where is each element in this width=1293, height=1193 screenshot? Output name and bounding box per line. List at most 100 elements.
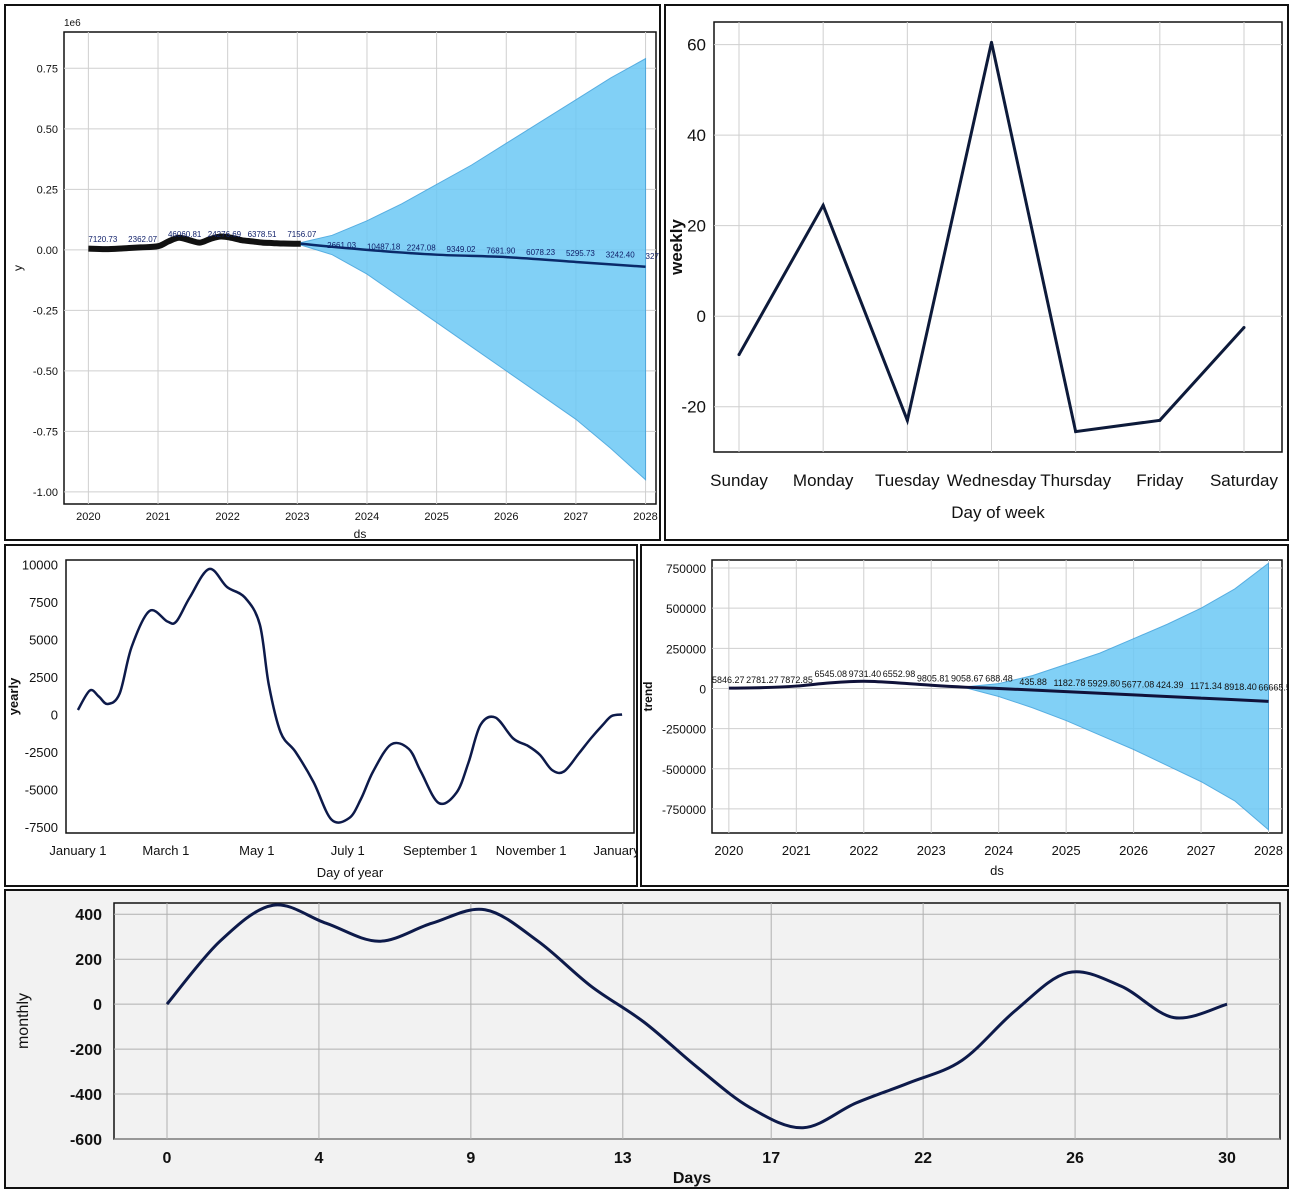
x-tick-label: 2028 (1254, 843, 1283, 858)
x-tick-label: May 1 (239, 843, 274, 858)
x-tick-label: 2023 (917, 843, 946, 858)
x-tick-label: 2028 (633, 511, 657, 523)
x-tick-label: 2021 (782, 843, 811, 858)
y-tick-label: 10000 (22, 558, 58, 573)
forecast-point-label: 9349.02 (447, 245, 476, 254)
y-tick-label: 60 (687, 36, 706, 55)
trend-point-label: 9805.81 (917, 673, 950, 683)
forecast-chart-panel: 2020 2021 2022 2023 2024 2025 2026 2027 2028 0.75… (4, 4, 661, 541)
trend-chart-panel: 2020 2021 2022 2023 2024 2025 2026 2027 2028 7500… (640, 544, 1289, 887)
plot-area (63, 31, 657, 505)
x-tick-label: January 1 (594, 843, 636, 858)
forecast-point-label: 2247.08 (407, 244, 436, 253)
trend-chart: 2020 2021 2022 2023 2024 2025 2026 2027 2028 7500… (642, 559, 1287, 878)
x-tick-label: 2022 (849, 843, 878, 858)
y-axis-label: yearly (6, 677, 21, 715)
plot-area (65, 559, 635, 834)
x-tick-label: 26 (1066, 1150, 1084, 1167)
trend-point-label: 66665.59 (1258, 683, 1287, 693)
x-tick-label: 2024 (984, 843, 1013, 858)
trend-point-label: 6552.98 (883, 669, 916, 679)
weekly-point-sunday (737, 353, 741, 357)
y-axis-label: monthly (15, 993, 32, 1049)
x-axis-label: Day of week (951, 503, 1045, 522)
x-tick-label: 2020 (76, 511, 100, 523)
y-tick-label: -250000 (662, 723, 706, 737)
y-tick-label: 40 (687, 126, 706, 145)
x-tick-label: 0 (163, 1150, 172, 1167)
y-tick-label: -5000 (25, 783, 58, 798)
plot-area (713, 21, 1283, 453)
y-tick-label: 0 (51, 708, 58, 723)
forecast-point-label: 3242.40 (606, 251, 635, 260)
x-tick-label: September 1 (403, 843, 477, 858)
x-tick-label: 2022 (215, 511, 239, 523)
forecast-point-label: 10487.18 (367, 242, 401, 251)
forecast-line (300, 242, 646, 269)
y-tick-label: 500000 (666, 602, 706, 616)
weekly-point-saturday (1242, 326, 1246, 330)
y-tick-label: 0.75 (37, 63, 58, 75)
trend-point-label: 9731.40 (849, 669, 882, 679)
y-tick-label: 0.25 (37, 184, 58, 196)
uncertainty-interval (964, 562, 1270, 831)
forecast-point-label: 6078.23 (526, 248, 555, 257)
y-tick-label: -750000 (662, 803, 706, 817)
forecast-point-label: 46060.81 (168, 230, 202, 239)
x-tick-label: 13 (614, 1150, 632, 1167)
x-tick-label: 2024 (355, 511, 379, 523)
forecast-point-label: 6378.51 (248, 230, 277, 239)
x-tick-label: January 1 (49, 843, 106, 858)
y-tick-label: 7500 (29, 595, 58, 610)
x-tick-label: 9 (466, 1150, 475, 1167)
weekly-point-wednesday (990, 40, 993, 44)
y-tick-label: -7500 (25, 820, 58, 835)
y-tick-label: -0.50 (33, 366, 58, 378)
trend-point-label: 688.48 (985, 673, 1013, 683)
x-axis-label: ds (354, 527, 367, 539)
x-tick-label: 30 (1218, 1150, 1236, 1167)
forecast-point-label: 3277.73 (646, 252, 659, 261)
history-line (88, 233, 301, 253)
weekly-chart: Sunday Monday Tuesday Wednesday Thursday Frid… (667, 21, 1283, 522)
trend-point-label: 5846.27 (712, 675, 745, 685)
y-axis-label: weekly (667, 219, 686, 276)
forecast-point-label: 24276.69 (208, 230, 242, 239)
y-tick-label: -500000 (662, 763, 706, 777)
x-tick-label: Saturday (1210, 471, 1279, 490)
y-tick-label: 5000 (29, 633, 58, 648)
x-tick-label: Wednesday (947, 471, 1037, 490)
y-tick-label: -1.00 (33, 487, 58, 499)
y-tick-label: 200 (75, 952, 102, 969)
x-tick-label: Thursday (1040, 471, 1111, 490)
x-tick-label: 17 (762, 1150, 780, 1167)
trend-point-label: 1182.78 (1053, 678, 1085, 688)
y-tick-label: -400 (70, 1087, 102, 1104)
y-tick-label: 0.00 (37, 245, 58, 257)
y-scale-label: 1e6 (64, 18, 81, 29)
weekly-point-friday (1158, 418, 1162, 422)
trend-point-label: 1171.34 (1190, 681, 1222, 691)
forecast-point-label: 7681.90 (486, 246, 515, 255)
y-axis-label: trend (642, 682, 655, 712)
trend-point-label: 5929.80 (1088, 679, 1121, 689)
y-tick-label: 0.50 (37, 124, 58, 136)
trend-point-label: 8918.40 (1224, 682, 1257, 692)
x-tick-label: 2027 (564, 511, 588, 523)
x-tick-label: 2023 (285, 511, 309, 523)
weekly-chart-panel: Sunday Monday Tuesday Wednesday Thursday Frid… (664, 4, 1289, 541)
y-axis-label: y (11, 265, 25, 271)
yearly-line (76, 567, 623, 824)
y-tick-label: 400 (75, 907, 102, 924)
forecast-point-label: 7156.07 (287, 230, 316, 239)
yearly-chart: January 1 March 1 May 1 July 1 September 1 No… (6, 558, 636, 881)
x-tick-label: July 1 (331, 843, 365, 858)
weekly-point-thursday (1074, 430, 1078, 434)
x-tick-label: November 1 (496, 843, 567, 858)
y-tick-label: 2500 (29, 670, 58, 685)
x-axis-label: Day of year (317, 865, 384, 880)
y-tick-label: -600 (70, 1132, 102, 1149)
x-tick-label: 2020 (714, 843, 743, 858)
monthly-chart-panel: 0 4 9 13 17 22 26 30 400 200 0 -200 -400 -600 Days mont… (4, 889, 1289, 1189)
y-tick-label: 750000 (666, 562, 706, 576)
